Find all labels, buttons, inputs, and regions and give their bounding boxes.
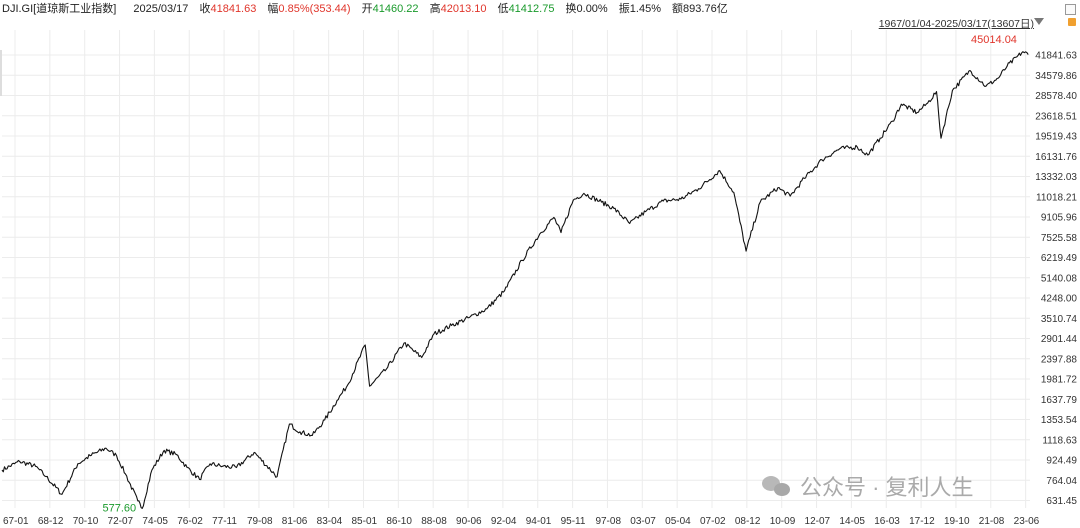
x-tick-label: 85-01 (352, 516, 378, 527)
y-tick-label: 764.04 (1046, 476, 1077, 487)
lock-icon[interactable] (1068, 18, 1076, 26)
x-tick-label: 79-08 (247, 516, 273, 527)
x-tick-label: 05-04 (665, 516, 691, 527)
y-tick-label: 9105.96 (1041, 213, 1078, 224)
x-tick-label: 72-07 (108, 516, 134, 527)
watermark: 公众号 · 复利人生 (762, 470, 974, 502)
x-tick-label: 10-09 (770, 516, 796, 527)
quote-header: DJI.GI[道琼斯工业指数] 2025/03/17 收41841.63 幅0.… (0, 0, 1080, 18)
x-tick-label: 81-06 (282, 516, 308, 527)
y-tick-label: 2901.44 (1041, 334, 1078, 345)
amplitude-field: 振1.45% (618, 3, 661, 15)
low-field: 低41412.75 (497, 3, 555, 15)
watermark-text: 公众号 · 复利人生 (800, 475, 974, 500)
turnover-field: 换0.00% (565, 3, 608, 15)
extreme-labels: 45014.04 577.60 (103, 34, 1017, 515)
y-tick-label: 1981.72 (1041, 375, 1078, 386)
x-tick-label: 90-06 (456, 516, 482, 527)
y-tick-label: 28578.40 (1035, 91, 1077, 102)
x-tick-label: 77-11 (212, 516, 237, 527)
x-tick-label: 97-08 (595, 516, 621, 527)
max-price-label: 45014.04 (971, 34, 1017, 46)
change-field: 幅0.85%(353.44) (267, 3, 351, 15)
x-tick-label: 86-10 (386, 516, 412, 527)
date-range-selector[interactable]: 1967/01/04-2025/03/17(13607日) (878, 18, 1034, 30)
x-tick-label: 68-12 (38, 516, 64, 527)
x-tick-label: 16-03 (874, 516, 900, 527)
x-tick-label: 19-10 (944, 516, 970, 527)
window-icon[interactable] (1065, 4, 1076, 15)
y-tick-label: 19519.43 (1035, 132, 1077, 143)
amount-field: 额893.76亿 (672, 3, 728, 15)
y-tick-label: 13332.03 (1035, 172, 1077, 183)
x-tick-label: 03-07 (630, 516, 656, 527)
x-tick-label: 76-02 (177, 516, 203, 527)
y-tick-label: 1637.79 (1041, 395, 1078, 406)
y-tick-label: 631.45 (1046, 496, 1077, 507)
chevron-down-icon[interactable] (1034, 18, 1044, 25)
date-label: 2025/03/17 (133, 3, 189, 15)
y-tick-label: 34579.86 (1035, 71, 1077, 82)
x-axis: 67-01 68-12 70-10 72-07 74-05 76-02 77-11 79-08… (3, 516, 1040, 527)
min-price-label: 577.60 (103, 502, 137, 514)
y-tick-label: 16131.76 (1035, 152, 1077, 163)
price-series (1, 51, 1029, 509)
x-tick-label: 94-01 (526, 516, 552, 527)
y-tick-label: 1118.63 (1042, 435, 1077, 446)
y-axis: 41841.63 34579.86 28578.40 23618.51 19519.43… (1035, 51, 1077, 508)
x-tick-label: 67-01 (3, 516, 29, 527)
x-tick-label: 08-12 (735, 516, 761, 527)
x-tick-label: 70-10 (73, 516, 99, 527)
x-tick-label: 14-05 (839, 516, 865, 527)
scroll-handle[interactable] (0, 50, 2, 96)
x-tick-label: 74-05 (142, 516, 168, 527)
x-tick-label: 12-07 (805, 516, 831, 527)
y-tick-label: 23618.51 (1035, 111, 1077, 122)
y-tick-label: 5140.08 (1041, 273, 1078, 284)
y-tick-label: 1353.54 (1041, 415, 1078, 426)
price-line (1, 51, 1029, 509)
close-field: 收41841.63 (199, 3, 257, 15)
x-tick-label: 21-08 (979, 516, 1005, 527)
x-tick-label: 95-11 (561, 516, 586, 527)
y-tick-label: 41841.63 (1035, 51, 1077, 62)
y-tick-label: 3510.74 (1041, 314, 1078, 325)
y-tick-label: 2397.88 (1041, 354, 1078, 365)
y-tick-label: 4248.00 (1041, 294, 1078, 305)
x-tick-label: 92-04 (491, 516, 517, 527)
y-tick-label: 924.49 (1046, 456, 1077, 467)
wechat-icon (762, 475, 792, 497)
x-tick-label: 17-12 (909, 516, 935, 527)
y-tick-label: 11018.21 (1036, 192, 1077, 203)
x-tick-label: 88-08 (421, 516, 447, 527)
x-tick-label: 83-04 (317, 516, 343, 527)
y-tick-label: 7525.58 (1041, 233, 1078, 244)
high-field: 高42013.10 (429, 3, 487, 15)
chart-grid (2, 30, 1030, 508)
x-tick-label: 07-02 (700, 516, 726, 527)
symbol-label: DJI.GI[道琼斯工业指数] (2, 3, 117, 15)
y-tick-label: 6219.49 (1041, 253, 1078, 264)
open-field: 开41460.22 (361, 3, 419, 15)
x-tick-label: 23-06 (1014, 516, 1040, 527)
